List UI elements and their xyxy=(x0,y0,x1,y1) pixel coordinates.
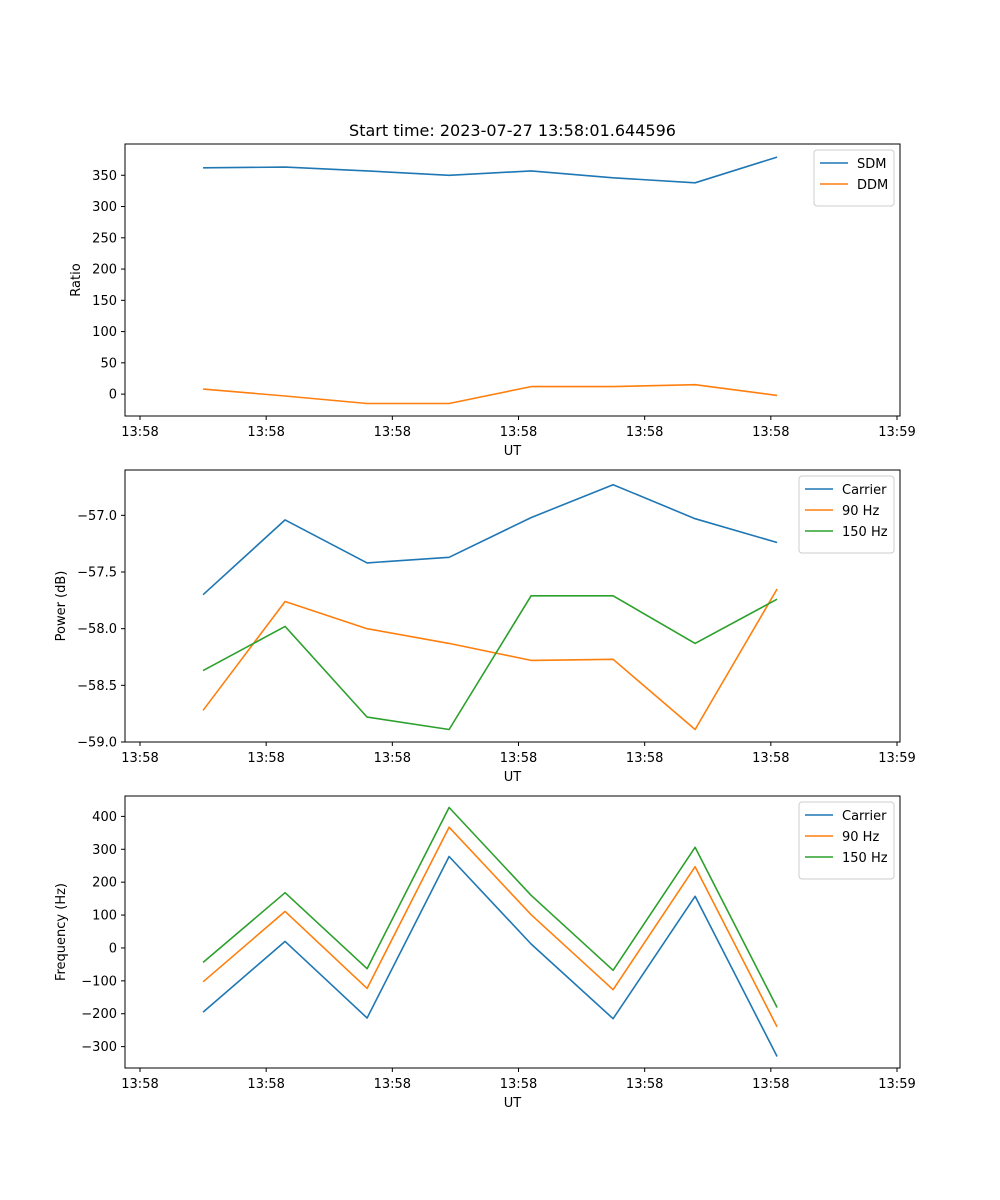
power-x-tick-label: 13:58 xyxy=(374,751,411,766)
frequency-x-tick-label: 13:58 xyxy=(374,1077,411,1092)
frequency-x-tick-label: 13:58 xyxy=(247,1077,284,1092)
power-x-tick-label: 13:59 xyxy=(878,751,915,766)
frequency-y-tick-label: 300 xyxy=(92,843,117,858)
frequency-y-tick-label: −300 xyxy=(81,1040,117,1055)
frequency-x-tick-label: 13:58 xyxy=(752,1077,789,1092)
ratio-legend: SDM DDM xyxy=(813,149,895,207)
power-y-tick-label: −58.0 xyxy=(77,622,117,637)
power-legend-label-90-hz: 90 Hz xyxy=(842,504,879,519)
ratio-legend-label-sdm: SDM xyxy=(857,157,886,172)
ratio-y-tick-label: 150 xyxy=(92,294,117,309)
ratio-y-tick-label: 300 xyxy=(92,200,117,215)
power-legend-box xyxy=(798,475,895,554)
frequency-series-line-carrier xyxy=(202,855,778,1057)
power-x-tick-label: 13:58 xyxy=(500,751,537,766)
power-x-tick-label: 13:58 xyxy=(626,751,663,766)
frequency-y-tick-label: 0 xyxy=(109,941,117,956)
ratio-y-tick-label: 0 xyxy=(109,388,117,403)
frequency-legend-label-carrier: Carrier xyxy=(842,809,887,824)
frequency-y-tick-label: −100 xyxy=(81,974,117,989)
ratio-x-tick-label: 13:58 xyxy=(500,425,537,440)
power-y-axis-label: Power (dB) xyxy=(54,571,69,642)
ratio-y-tick-label: 350 xyxy=(92,169,117,184)
power-y-tick-label: −59.0 xyxy=(77,736,117,751)
power-series-line-carrier xyxy=(202,483,778,596)
frequency-axes-frame xyxy=(124,795,901,1069)
power-x-tick-label: 13:58 xyxy=(247,751,284,766)
ratio-y-tick-label: 100 xyxy=(92,325,117,340)
frequency-y-axis-label: Frequency (Hz) xyxy=(54,883,69,981)
ratio-y-tick-label: 200 xyxy=(92,263,117,278)
power-legend-label-carrier: Carrier xyxy=(842,483,887,498)
frequency-x-axis-label: UT xyxy=(504,1096,522,1111)
frequency-y-tick-label: 200 xyxy=(92,876,117,891)
frequency-panel: 13:58 13:58 13:58 13:58 13:58 13:58 13:59 −300 −… xyxy=(54,795,916,1111)
ratio-legend-label-ddm: DDM xyxy=(857,178,888,193)
ratio-x-axis-label: UT xyxy=(504,444,522,459)
frequency-y-tick-label: −200 xyxy=(81,1007,117,1022)
ratio-y-tick-label: 250 xyxy=(92,231,117,246)
ratio-y-axis-label: Ratio xyxy=(69,263,84,296)
power-series-line-150-hz xyxy=(202,594,778,731)
frequency-legend-label-150-hz: 150 Hz xyxy=(842,851,888,866)
frequency-legend-label-90-hz: 90 Hz xyxy=(842,830,879,845)
ratio-x-tick-label: 13:58 xyxy=(752,425,789,440)
ratio-x-tick-label: 13:58 xyxy=(121,425,158,440)
ratio-x-tick-label: 13:59 xyxy=(878,425,915,440)
power-legend-label-150-hz: 150 Hz xyxy=(842,525,888,540)
ratio-x-tick-label: 13:58 xyxy=(247,425,284,440)
ratio-axes-frame xyxy=(124,143,901,417)
power-x-tick-label: 13:58 xyxy=(121,751,158,766)
power-x-axis-label: UT xyxy=(504,770,522,785)
frequency-x-tick-label: 13:58 xyxy=(626,1077,663,1092)
frequency-x-tick-label: 13:58 xyxy=(121,1077,158,1092)
power-panel: 13:58 13:58 13:58 13:58 13:58 13:58 13:59 −59.0… xyxy=(54,469,916,785)
figure-title: Start time: 2023-07-27 13:58:01.644596 xyxy=(349,121,676,140)
power-axes-frame xyxy=(124,469,901,743)
frequency-x-tick-label: 13:59 xyxy=(878,1077,915,1092)
frequency-series-line-150-hz xyxy=(202,806,778,1008)
frequency-x-tick-label: 13:58 xyxy=(500,1077,537,1092)
power-y-tick-label: −57.5 xyxy=(77,566,117,581)
power-y-tick-label: −58.5 xyxy=(77,679,117,694)
ratio-x-tick-label: 13:58 xyxy=(626,425,663,440)
frequency-series-line-90-hz xyxy=(202,826,778,1028)
ratio-panel: 13:58 13:58 13:58 13:58 13:58 13:58 13:59 0 50 10… xyxy=(69,143,916,459)
frequency-legend-box xyxy=(798,801,895,880)
power-x-tick-label: 13:58 xyxy=(752,751,789,766)
power-legend: Carrier 90 Hz 150 Hz xyxy=(798,475,895,554)
ratio-y-tick-label: 50 xyxy=(100,356,117,371)
ratio-series-line-sdm xyxy=(203,156,778,184)
ratio-series-line-ddm xyxy=(203,383,778,405)
frequency-legend: Carrier 90 Hz 150 Hz xyxy=(798,801,895,880)
frequency-y-tick-label: 400 xyxy=(92,810,117,825)
ratio-legend-box xyxy=(813,149,895,207)
ratio-x-tick-label: 13:58 xyxy=(374,425,411,440)
frequency-y-tick-label: 100 xyxy=(92,909,117,924)
power-series-line-90-hz xyxy=(202,588,778,731)
power-y-tick-label: −57.0 xyxy=(77,509,117,524)
